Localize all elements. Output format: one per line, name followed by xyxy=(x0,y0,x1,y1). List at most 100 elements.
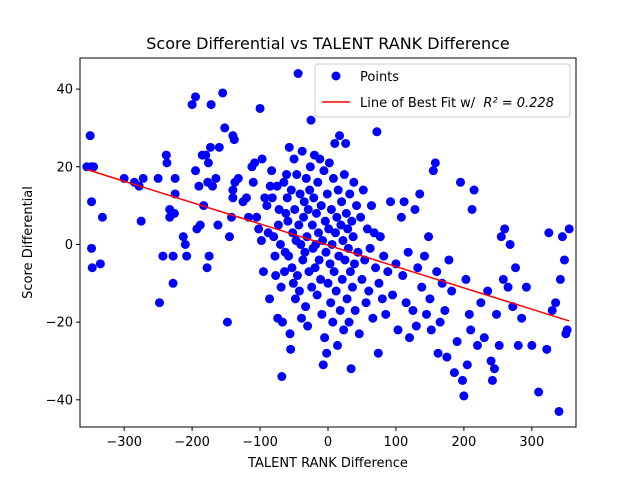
data-point xyxy=(521,282,531,292)
data-point xyxy=(339,170,349,180)
data-point xyxy=(326,204,336,214)
legend-fit-line-name: Line of Best Fit w/ xyxy=(360,96,476,111)
data-point xyxy=(517,313,527,323)
data-point xyxy=(309,193,319,203)
data-point xyxy=(464,309,474,319)
data-point xyxy=(381,309,391,319)
data-point xyxy=(316,274,326,284)
data-point xyxy=(505,239,515,249)
data-point xyxy=(440,305,450,315)
data-point xyxy=(311,208,321,218)
data-point xyxy=(296,239,306,249)
data-point xyxy=(290,204,300,214)
data-point xyxy=(422,309,432,319)
x-axis-title: TALENT RANK Difference xyxy=(247,456,408,471)
data-point xyxy=(206,100,216,110)
data-point xyxy=(339,325,349,335)
data-point xyxy=(288,278,298,288)
data-point xyxy=(213,220,223,230)
data-point xyxy=(413,263,423,273)
data-point xyxy=(204,251,214,261)
data-point xyxy=(547,305,557,315)
data-point xyxy=(377,294,387,304)
data-point xyxy=(374,278,384,288)
data-point xyxy=(500,224,510,234)
data-point xyxy=(346,364,356,374)
data-point xyxy=(343,224,353,234)
data-point xyxy=(399,197,409,207)
data-point xyxy=(337,274,347,284)
data-point xyxy=(195,220,205,230)
data-point xyxy=(294,220,304,230)
data-point xyxy=(301,302,311,312)
data-point xyxy=(87,263,97,273)
data-point xyxy=(562,325,572,335)
data-point xyxy=(322,189,332,199)
data-point xyxy=(283,216,293,226)
data-point xyxy=(513,340,523,350)
data-point xyxy=(256,236,266,246)
y-tick-label: 0 xyxy=(65,238,73,253)
data-point xyxy=(201,150,211,160)
data-point xyxy=(284,251,294,261)
x-tick-label: −100 xyxy=(242,435,278,450)
data-point xyxy=(289,154,299,164)
data-point xyxy=(233,173,243,183)
data-point xyxy=(297,146,307,156)
data-point xyxy=(432,267,442,277)
data-point xyxy=(419,251,429,261)
data-point xyxy=(393,325,403,335)
data-point xyxy=(489,364,499,374)
data-point xyxy=(307,220,317,230)
data-point xyxy=(483,286,493,296)
data-point xyxy=(306,115,316,125)
data-point xyxy=(317,309,327,319)
x-tick-label: −300 xyxy=(106,435,142,450)
data-point xyxy=(271,271,281,281)
data-point xyxy=(229,135,239,145)
data-point xyxy=(345,267,355,277)
data-point xyxy=(379,251,389,261)
data-point xyxy=(352,201,362,211)
data-point xyxy=(542,344,552,354)
data-point xyxy=(455,177,465,187)
data-point xyxy=(428,166,438,176)
data-point xyxy=(368,313,378,323)
data-point xyxy=(498,274,508,284)
data-point xyxy=(182,251,192,261)
data-point xyxy=(340,255,350,265)
data-point xyxy=(293,69,303,79)
data-point xyxy=(372,127,382,137)
data-point xyxy=(220,123,230,133)
data-point xyxy=(479,333,489,343)
data-point xyxy=(403,247,413,257)
data-point xyxy=(299,212,309,222)
data-point xyxy=(335,305,345,315)
data-point xyxy=(250,158,260,168)
data-point xyxy=(310,263,320,273)
y-tick-label: −20 xyxy=(46,316,73,331)
data-point xyxy=(338,236,348,246)
data-point xyxy=(305,185,315,195)
data-point xyxy=(350,259,359,269)
data-point xyxy=(169,208,179,218)
data-point xyxy=(335,131,345,141)
data-point xyxy=(415,189,425,199)
data-point xyxy=(265,181,275,191)
data-point xyxy=(444,255,454,265)
x-tick-label: 300 xyxy=(519,435,544,450)
data-point xyxy=(410,204,420,214)
data-point xyxy=(551,298,561,308)
data-point xyxy=(348,232,358,242)
data-point xyxy=(285,329,295,339)
data-point xyxy=(303,321,313,331)
data-point xyxy=(447,286,457,296)
data-point xyxy=(492,309,501,319)
data-point xyxy=(417,282,427,292)
data-point xyxy=(354,329,364,339)
data-point xyxy=(312,290,322,300)
data-point xyxy=(344,317,354,327)
x-tick-label: 100 xyxy=(384,435,409,450)
data-point xyxy=(321,247,331,257)
data-point xyxy=(375,232,385,242)
